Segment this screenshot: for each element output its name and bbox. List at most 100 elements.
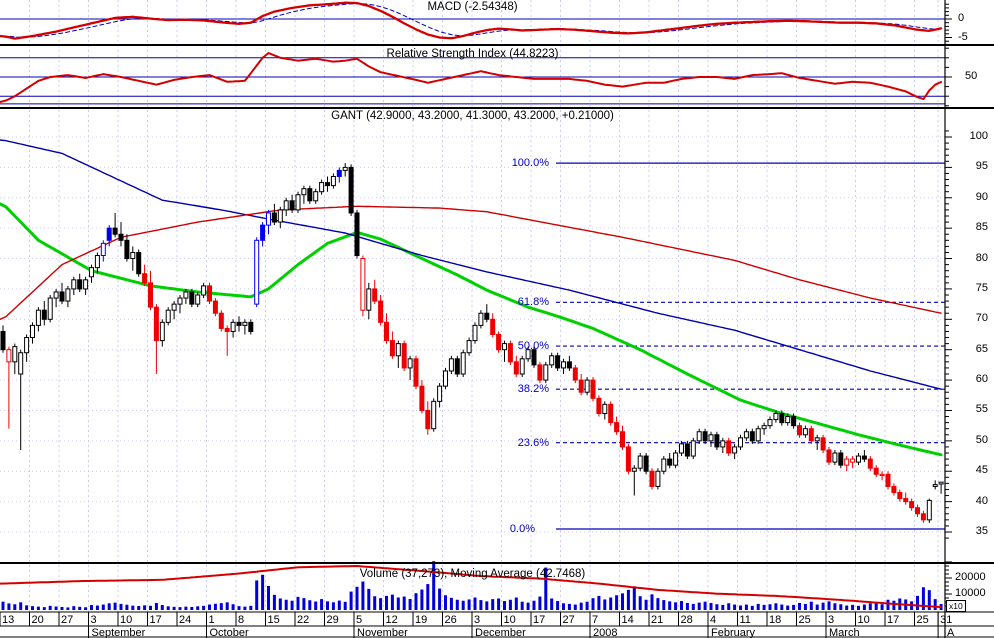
- volume-bar: [674, 602, 678, 610]
- volume-bar: [803, 603, 807, 610]
- candle-body: [519, 358, 525, 375]
- volume-bar: [113, 602, 117, 610]
- volume-bar: [821, 602, 825, 610]
- fib-label: 61.8%: [517, 296, 549, 309]
- volume-bar: [202, 605, 206, 610]
- volume-bar: [833, 603, 837, 610]
- candle-body: [938, 481, 944, 485]
- volume-bar: [290, 600, 294, 610]
- volume-bar: [13, 604, 17, 610]
- candle-body: [543, 364, 549, 381]
- volume-bar: [638, 596, 642, 610]
- volume-bar: [520, 601, 524, 610]
- volume-bar: [414, 593, 418, 610]
- candle-body: [295, 194, 301, 211]
- volume-bar: [131, 605, 135, 610]
- volume-bar: [42, 607, 46, 610]
- volume-bar: [284, 599, 288, 610]
- candle-body: [112, 227, 118, 235]
- price-tick-label: 65: [975, 342, 988, 355]
- volume-bar: [727, 603, 731, 610]
- candle-body: [484, 312, 490, 320]
- week-label: 3: [474, 613, 481, 626]
- candle-body: [277, 209, 283, 223]
- candle-body: [242, 321, 248, 326]
- candle-body: [224, 327, 230, 332]
- candle-body: [342, 166, 348, 171]
- volume-bar: [615, 595, 619, 610]
- volume-bar: [178, 607, 182, 610]
- macd-tick-label: -5: [958, 30, 968, 43]
- candle-body: [702, 431, 708, 442]
- volume-bar: [626, 589, 630, 610]
- candle-body: [401, 343, 407, 369]
- candle-body: [419, 385, 425, 411]
- rsi-tick-label: 50: [965, 70, 978, 82]
- week-label: 17: [149, 613, 162, 626]
- candle-body: [802, 428, 808, 436]
- candle-body: [726, 440, 732, 454]
- week-label: 22: [297, 613, 310, 626]
- candle-body: [212, 300, 218, 314]
- week-label: 24: [179, 613, 192, 626]
- volume-bar: [184, 606, 188, 610]
- candle-body: [313, 191, 319, 202]
- candle-body: [35, 309, 41, 326]
- candle-body: [513, 361, 519, 375]
- candle-body: [366, 288, 372, 311]
- fib-label: 38.2%: [517, 383, 549, 396]
- candle-body: [649, 470, 655, 487]
- candle-body: [372, 288, 378, 302]
- volume-bar: [379, 598, 383, 610]
- volume-bar: [573, 604, 577, 610]
- macd-panel-title: MACD (-2.54348): [427, 1, 518, 13]
- candle-body: [65, 288, 71, 302]
- volume-bar: [101, 604, 105, 610]
- volume-bar: [526, 602, 530, 610]
- volume-bar: [550, 598, 554, 610]
- volume-bar: [143, 605, 147, 610]
- volume-bar: [491, 599, 495, 610]
- volume-bar: [190, 606, 194, 610]
- volume-bar: [621, 593, 624, 610]
- candle-body: [271, 212, 277, 223]
- week-label: 27: [61, 613, 74, 626]
- candle-body: [720, 440, 726, 448]
- volume-bar: [497, 598, 501, 610]
- candle-body: [159, 321, 165, 342]
- volume-bar: [166, 606, 170, 610]
- candle-body: [59, 291, 65, 302]
- volume-bar: [798, 602, 801, 610]
- volume-bar: [709, 602, 713, 610]
- week-label: 3: [828, 613, 835, 626]
- candle-body: [207, 285, 212, 302]
- volume-bar: [390, 594, 394, 610]
- volume-bar: [851, 604, 855, 610]
- volume-bar: [591, 598, 595, 610]
- candle-body: [891, 485, 897, 494]
- price-tick-label: 85: [975, 221, 988, 234]
- volume-bar: [119, 603, 123, 610]
- price-tick-label: 80: [975, 251, 988, 264]
- candle-body: [555, 355, 561, 369]
- week-label: 8: [238, 613, 245, 626]
- candle-body: [171, 303, 177, 311]
- candle-body: [83, 279, 89, 290]
- candle-body: [602, 403, 608, 415]
- volume-bar: [438, 588, 442, 610]
- candle-body: [472, 324, 478, 342]
- price-tick-label: 50: [975, 433, 988, 446]
- week-label: 29: [326, 613, 339, 626]
- volume-bar: [296, 596, 300, 610]
- candle-body: [743, 431, 749, 439]
- candle-body: [106, 227, 112, 241]
- candle-body: [301, 188, 307, 196]
- volume-bar: [514, 597, 518, 610]
- volume-bar: [579, 602, 583, 610]
- volume-bar: [25, 605, 29, 610]
- candle-body: [549, 355, 555, 366]
- candle-body: [620, 431, 625, 448]
- ma-red-long: [0, 205, 942, 320]
- volume-bar: [355, 586, 359, 610]
- volume-bar: [149, 605, 152, 610]
